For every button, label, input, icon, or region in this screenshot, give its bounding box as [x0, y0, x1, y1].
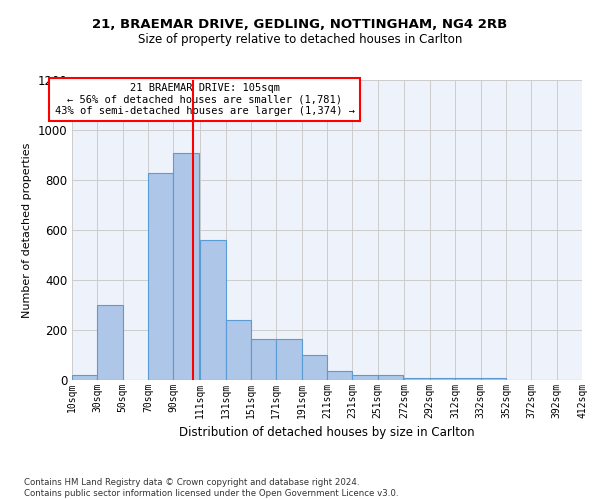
- Bar: [200, 240, 226, 380]
- Bar: [148, 172, 173, 380]
- Bar: [302, 355, 327, 380]
- Bar: [97, 305, 123, 380]
- Bar: [251, 339, 276, 380]
- Text: 21 BRAEMAR DRIVE: 105sqm
← 56% of detached houses are smaller (1,781)
43% of sem: 21 BRAEMAR DRIVE: 105sqm ← 56% of detach…: [55, 83, 355, 116]
- Bar: [327, 371, 352, 380]
- Bar: [276, 339, 302, 380]
- X-axis label: Distribution of detached houses by size in Carlton: Distribution of detached houses by size …: [179, 426, 475, 440]
- Bar: [378, 375, 403, 380]
- Y-axis label: Number of detached properties: Number of detached properties: [22, 142, 32, 318]
- Bar: [404, 378, 430, 380]
- Bar: [455, 378, 481, 380]
- Bar: [481, 378, 506, 380]
- Text: 21, BRAEMAR DRIVE, GEDLING, NOTTINGHAM, NG4 2RB: 21, BRAEMAR DRIVE, GEDLING, NOTTINGHAM, …: [92, 18, 508, 30]
- Text: Size of property relative to detached houses in Carlton: Size of property relative to detached ho…: [138, 32, 462, 46]
- Bar: [173, 152, 199, 380]
- Bar: [352, 375, 378, 380]
- Bar: [72, 375, 97, 380]
- Bar: [226, 320, 251, 380]
- Text: Contains HM Land Registry data © Crown copyright and database right 2024.
Contai: Contains HM Land Registry data © Crown c…: [24, 478, 398, 498]
- Bar: [430, 378, 455, 380]
